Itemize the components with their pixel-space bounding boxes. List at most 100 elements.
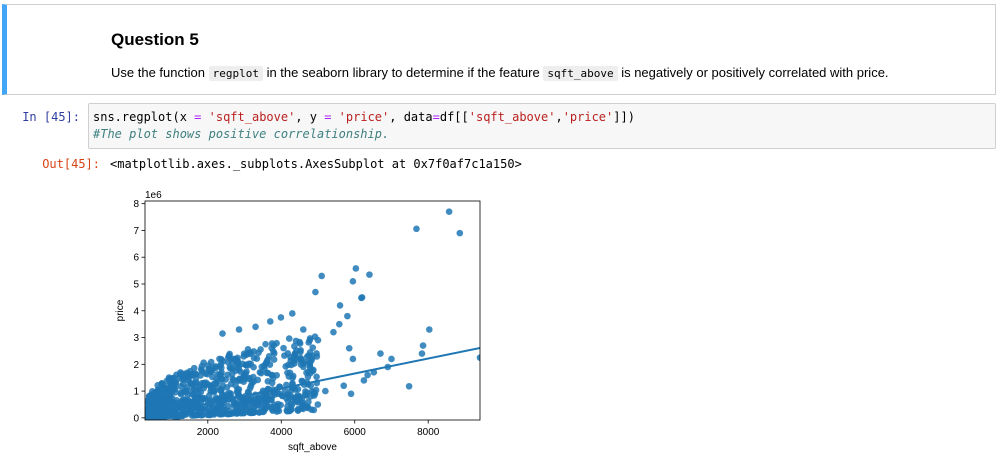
data-point <box>267 396 275 403</box>
data-point <box>205 411 213 419</box>
y-tick-label: 4 <box>133 306 139 317</box>
data-point <box>145 392 153 400</box>
data-point <box>216 403 223 410</box>
data-point <box>287 357 295 364</box>
inline-code-regplot: regplot <box>208 66 263 81</box>
regression-line-layer <box>145 347 480 418</box>
data-point <box>445 208 453 216</box>
data-point <box>197 388 205 396</box>
data-point <box>189 410 197 418</box>
data-point <box>268 405 276 413</box>
data-point <box>297 355 305 363</box>
output-prompt: Out[45]: <box>42 157 100 171</box>
data-point <box>277 401 284 409</box>
y-tick-label: 2 <box>133 360 139 371</box>
data-point <box>187 379 194 387</box>
data-point <box>364 371 371 379</box>
data-point <box>330 328 337 336</box>
data-point <box>239 360 246 368</box>
data-point <box>197 409 205 417</box>
code-operator: = <box>324 110 332 124</box>
data-point <box>229 365 237 372</box>
data-point <box>284 350 292 357</box>
data-point <box>268 371 276 379</box>
data-point <box>198 379 206 387</box>
output-text: <matplotlib.axes._subplots.AxesSubplot a… <box>110 157 522 171</box>
data-point <box>352 265 360 272</box>
data-point <box>235 326 243 333</box>
code-token: sns.regplot(x <box>93 110 195 124</box>
data-point <box>297 348 304 356</box>
data-point <box>230 409 237 417</box>
data-point <box>212 380 220 387</box>
markdown-cell[interactable]: Question 5 Use the function regplot in t… <box>2 4 996 95</box>
data-point <box>345 344 353 352</box>
regression-line <box>145 347 480 418</box>
data-point <box>191 370 199 377</box>
data-point <box>314 401 322 408</box>
data-point <box>254 395 262 402</box>
data-point <box>262 405 269 413</box>
data-point <box>288 401 296 408</box>
data-point <box>288 310 296 317</box>
x-axis-label: sqft_above <box>288 442 337 453</box>
data-point <box>176 399 183 407</box>
data-point <box>266 318 274 325</box>
data-point <box>270 348 277 355</box>
data-point <box>154 382 161 389</box>
data-point <box>248 409 255 416</box>
y-tick-label: 7 <box>133 226 139 237</box>
data-point <box>270 356 278 363</box>
data-point <box>366 271 373 278</box>
data-point <box>265 352 273 360</box>
data-point <box>388 355 395 363</box>
data-point <box>280 344 287 352</box>
data-point <box>336 320 343 328</box>
data-point <box>229 355 237 363</box>
data-point <box>305 398 312 406</box>
code-comment: #The plot shows positive correlationship… <box>93 127 390 141</box>
data-point <box>239 409 247 417</box>
data-point <box>247 382 255 390</box>
inline-code-sqft-above: sqft_above <box>543 66 618 81</box>
scatter-points <box>145 208 480 420</box>
data-point <box>167 376 174 383</box>
data-point <box>309 344 317 351</box>
data-point <box>201 395 209 402</box>
code-line-1: sns.regplot(x = 'sqft_above', y = 'price… <box>93 110 635 124</box>
data-point <box>308 355 316 362</box>
data-point <box>212 408 220 415</box>
y-tick-label: 6 <box>133 253 139 264</box>
data-point <box>312 288 319 296</box>
data-point <box>190 364 198 372</box>
question-heading: Question 5 <box>111 30 199 49</box>
data-point <box>314 336 322 344</box>
code-editor[interactable]: sns.regplot(x = 'sqft_above', y = 'price… <box>88 103 996 149</box>
data-point <box>255 409 263 416</box>
data-point <box>151 390 158 398</box>
data-point <box>257 369 265 377</box>
data-point <box>377 350 384 357</box>
data-point <box>358 294 365 302</box>
data-point <box>217 360 225 368</box>
data-point <box>300 326 307 333</box>
data-point <box>349 355 357 363</box>
data-point <box>291 350 299 358</box>
data-point <box>413 225 420 233</box>
data-point <box>295 405 302 413</box>
data-point <box>279 392 286 400</box>
data-point <box>240 371 248 379</box>
data-point <box>230 376 237 384</box>
data-point <box>277 314 285 321</box>
data-point <box>286 369 294 377</box>
data-point <box>224 371 231 379</box>
data-point <box>208 364 216 371</box>
data-point <box>426 326 433 333</box>
data-point <box>189 391 196 398</box>
data-point <box>305 339 313 346</box>
data-point <box>313 373 320 381</box>
question-text: Use the function regplot in the seaborn … <box>111 65 889 81</box>
data-point <box>310 406 318 414</box>
data-point <box>217 375 225 383</box>
code-string: 'price' <box>331 110 390 124</box>
